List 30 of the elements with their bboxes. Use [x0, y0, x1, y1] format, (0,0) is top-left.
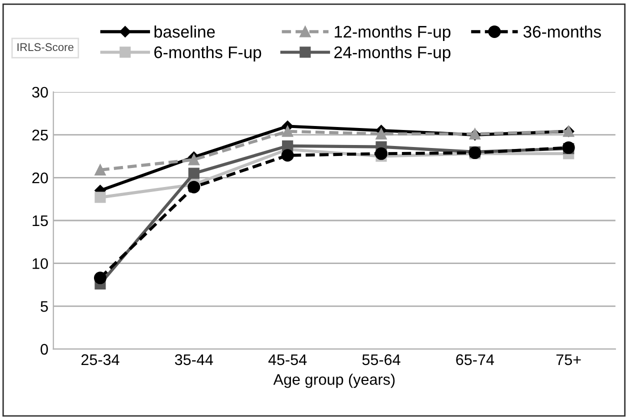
legend-label: 6-months F-up	[154, 46, 262, 62]
x-tick-label: 25-34	[81, 354, 120, 366]
y-tick-label: 15	[32, 216, 48, 226]
x-tick-label: 65-74	[456, 354, 494, 366]
y-tick-label: 30	[32, 86, 48, 98]
point	[375, 147, 388, 160]
point	[188, 154, 200, 166]
x-axis-title: Age group (years)	[273, 374, 395, 388]
legend-label: 36-months	[523, 25, 601, 38]
point	[94, 272, 106, 284]
legend-label: baseline	[154, 25, 215, 38]
y-axis-title: IRLS-Score	[18, 43, 74, 52]
legend-label: 12-months F-up	[334, 25, 450, 41]
x-tick-label: 55-64	[362, 354, 400, 366]
point	[94, 164, 106, 176]
y-tick-label: 5	[40, 301, 48, 312]
y-tick-label: 0	[40, 344, 48, 355]
x-tick-label: 75+	[556, 354, 581, 366]
x-tick-label: 35-44	[174, 354, 213, 366]
legend-label: 24-months F-up	[334, 46, 450, 62]
x-tick-label: 45-54	[268, 354, 307, 366]
y-tick-label: 20	[32, 172, 48, 184]
point	[94, 192, 106, 203]
y-tick-label: 25	[32, 130, 48, 140]
point	[376, 128, 387, 140]
point	[188, 168, 200, 179]
point	[282, 126, 294, 137]
y-tick-label: 10	[32, 258, 48, 270]
point	[188, 180, 200, 194]
point	[281, 149, 294, 162]
